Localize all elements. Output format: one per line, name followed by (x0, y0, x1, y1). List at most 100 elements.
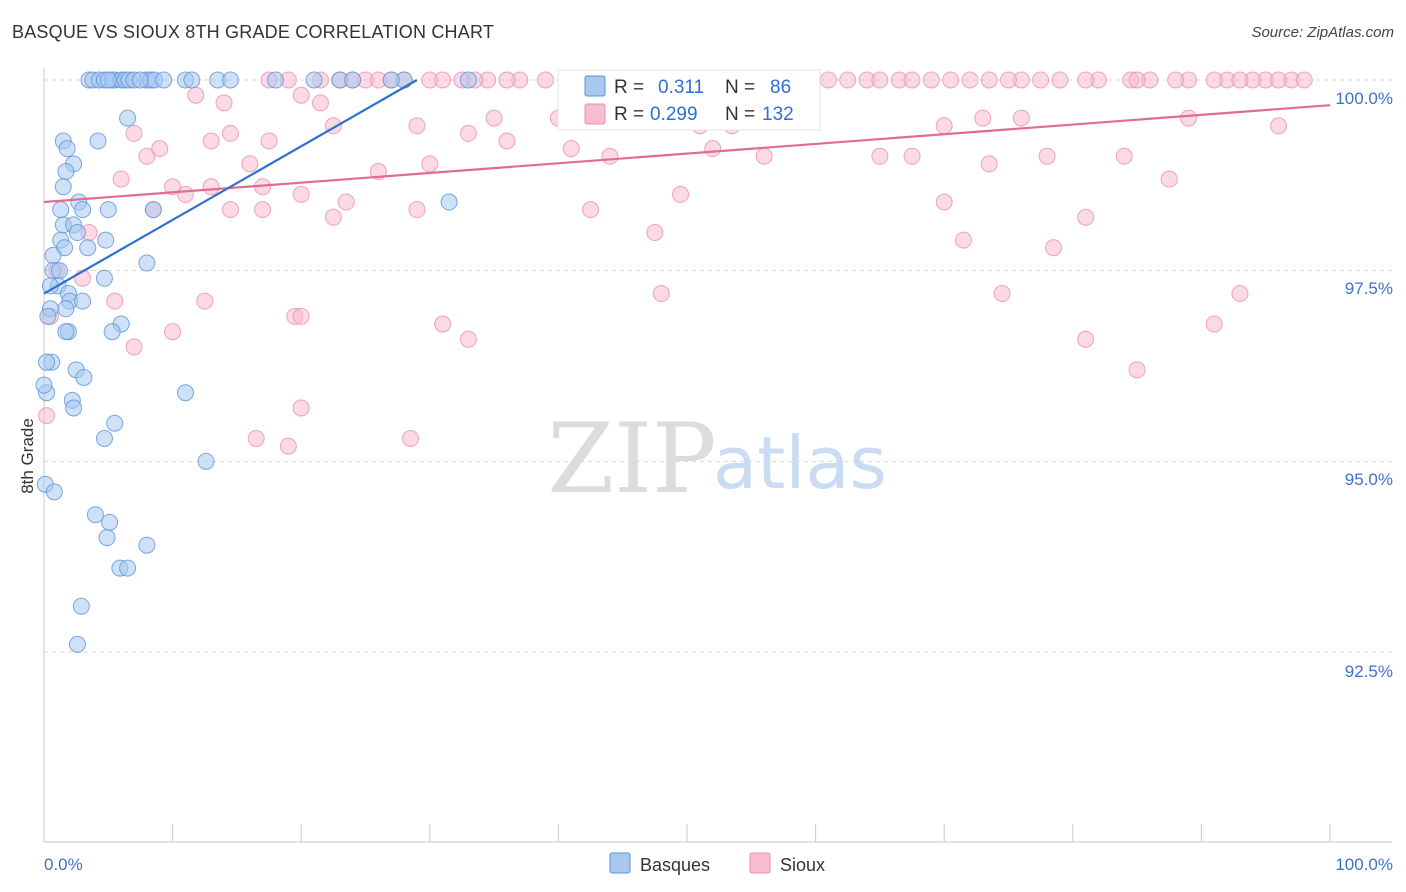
basques-point (57, 300, 75, 318)
basques-point (72, 597, 90, 615)
axes (43, 68, 1392, 843)
sioux-point (1077, 208, 1095, 226)
sioux-point (434, 71, 452, 89)
basques-point (68, 224, 86, 242)
sioux-point (221, 201, 239, 219)
basques-point (86, 506, 104, 524)
basques-point (99, 71, 117, 89)
sioux-point (942, 71, 960, 89)
legend-n-label-sioux: N = (725, 104, 755, 125)
sioux-point (1180, 109, 1198, 127)
basques-point (58, 140, 76, 158)
basques-point (74, 201, 92, 219)
sioux-point (187, 86, 205, 104)
series-legend-swatch-sioux (749, 852, 771, 874)
sioux-point (260, 132, 278, 150)
sioux-point (176, 185, 194, 203)
sioux-point (202, 178, 220, 196)
sioux-point (215, 94, 233, 112)
sioux-point (408, 201, 426, 219)
basques-trend-line (43, 79, 418, 295)
basques-point (50, 262, 68, 280)
basques-point (221, 71, 239, 89)
basques-points (35, 71, 477, 653)
basques-point (119, 559, 137, 577)
series-legend-swatch-basques (609, 852, 631, 874)
sioux-point (247, 429, 265, 447)
sioux-point (954, 231, 972, 249)
sioux-point (646, 224, 664, 242)
legend-r-value-sioux: 0.299 (650, 104, 698, 125)
sioux-point (324, 208, 342, 226)
sioux-point (421, 155, 439, 173)
legend-swatch-basques (584, 75, 606, 97)
sioux-point (498, 71, 516, 89)
basques-point (440, 193, 458, 211)
sioux-point (485, 109, 503, 127)
sioux-point (562, 140, 580, 158)
sioux-point (1012, 109, 1030, 127)
x-tick-label-min: 0.0% (44, 855, 83, 874)
basques-point (101, 513, 119, 531)
sioux-point (408, 117, 426, 135)
sioux-point (106, 292, 124, 310)
basques-point (103, 323, 121, 341)
trend-lines (43, 79, 1331, 295)
sioux-point (196, 292, 214, 310)
sioux-point (582, 201, 600, 219)
basques-point (266, 71, 284, 89)
sioux-point (38, 407, 56, 425)
basques-point (138, 254, 156, 272)
legend-r-label-sioux: R = (614, 104, 644, 125)
basques-point (68, 635, 86, 653)
legend-n-label-basques: N = (725, 77, 755, 98)
sioux-point (402, 429, 420, 447)
basques-point (79, 239, 97, 257)
sioux-point (279, 437, 297, 455)
sioux-point (138, 147, 156, 165)
sioux-point (935, 193, 953, 211)
sioux-point (459, 330, 477, 348)
y-tick-label-97-5: 97.5% (1345, 279, 1393, 298)
sioux-trend-line (43, 104, 1331, 204)
sioux-point (151, 140, 169, 158)
sioux-point (459, 124, 477, 142)
basques-point (95, 429, 113, 447)
basques-point (459, 71, 477, 89)
sioux-point (961, 71, 979, 89)
sioux-point (1231, 285, 1249, 303)
sioux-point (221, 124, 239, 142)
basques-point (305, 71, 323, 89)
sioux-point (755, 147, 773, 165)
sioux-point (292, 185, 310, 203)
y-tick-label-92-5: 92.5% (1345, 662, 1393, 681)
sioux-point (1295, 71, 1313, 89)
basques-point (35, 376, 53, 394)
sioux-point (903, 147, 921, 165)
legend-n-value-basques: 86 (770, 77, 791, 98)
basques-point (57, 323, 75, 341)
sioux-point (871, 71, 889, 89)
basques-point (176, 384, 194, 402)
basques-point (74, 292, 92, 310)
basques-point (155, 71, 173, 89)
sioux-point (1167, 71, 1185, 89)
sioux-point (1115, 147, 1133, 165)
sioux-point (292, 86, 310, 104)
sioux-point (1270, 117, 1288, 135)
basques-point (119, 109, 137, 127)
sioux-point (537, 71, 555, 89)
sioux-point (1077, 330, 1095, 348)
sioux-point (1000, 71, 1017, 89)
sioux-point (311, 94, 329, 112)
basques-point (131, 71, 149, 89)
legend-n-value-sioux: 132 (762, 104, 794, 125)
sioux-point (601, 147, 619, 165)
sioux-point (922, 71, 940, 89)
y-tick-label-100: 100.0% (1335, 89, 1393, 108)
sioux-point (1231, 71, 1249, 89)
legend-r-label-basques: R = (614, 77, 644, 98)
sioux-point (1205, 71, 1223, 89)
sioux-point (1270, 71, 1288, 89)
source-label: Source: ZipAtlas.com (1251, 24, 1394, 41)
